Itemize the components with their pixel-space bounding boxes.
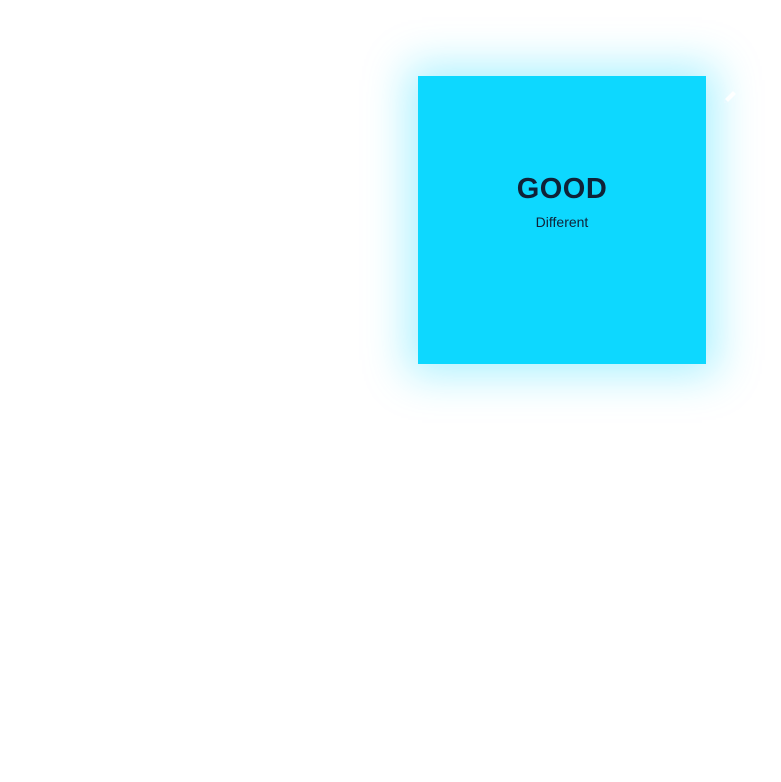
- caption-text: Confirm - What you want to do?: [418, 40, 706, 55]
- card-title: GOOD: [517, 175, 608, 204]
- option-card[interactable]: GOOD Different: [418, 76, 706, 364]
- card-subtitle: Different: [536, 214, 589, 230]
- pencil-icon[interactable]: [722, 89, 738, 105]
